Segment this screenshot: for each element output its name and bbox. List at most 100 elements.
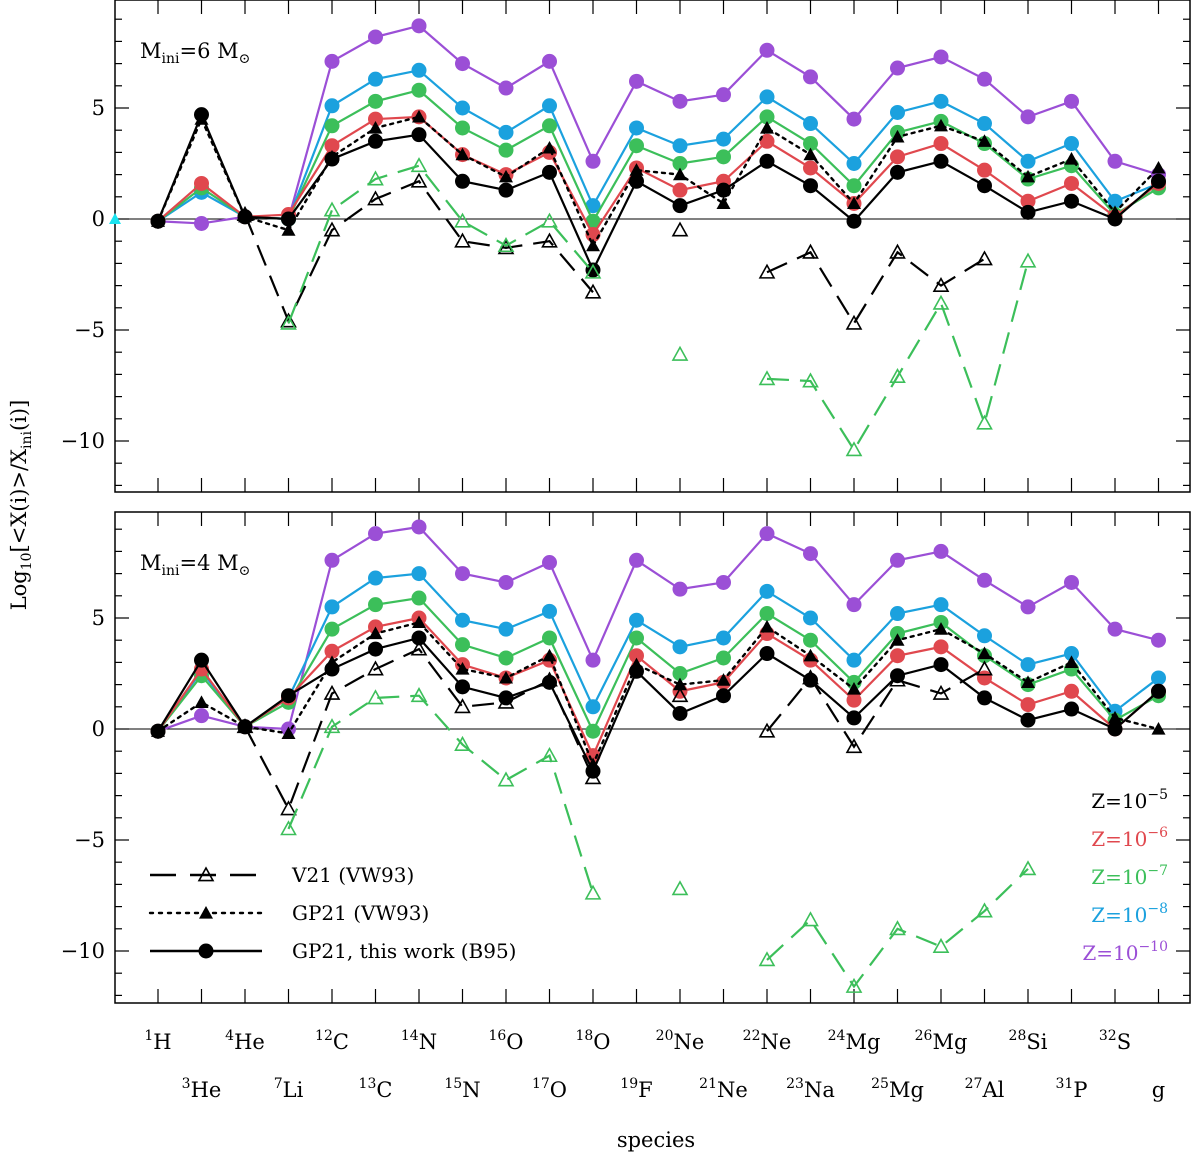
data-point: [759, 89, 775, 105]
data-point: [890, 633, 905, 646]
data-point: [280, 820, 297, 836]
data-point: [542, 98, 557, 114]
data-point: [541, 232, 558, 248]
data-point: [760, 120, 774, 134]
species-label: 1H: [144, 1028, 171, 1054]
data-point: [889, 367, 906, 384]
data-point: [498, 142, 514, 158]
panel-frame: [114, 0, 1191, 493]
y-tick-label: −5: [74, 318, 105, 342]
data-point: [629, 657, 644, 671]
data-point: [410, 687, 428, 703]
data-point: [934, 622, 948, 635]
data-point: [977, 628, 992, 644]
data-point: [323, 684, 341, 700]
series-gp21-vw93-z-1e-5: [151, 615, 1166, 771]
series-line: [766, 668, 986, 749]
data-point: [497, 693, 515, 709]
data-point: [499, 670, 513, 684]
data-point: [1021, 169, 1035, 183]
legend-label: GP21 (VW93): [292, 901, 429, 925]
data-point: [455, 173, 470, 189]
data-point: [151, 724, 165, 737]
species-label: 22Ne: [743, 1028, 792, 1054]
data-point: [412, 615, 426, 629]
legend-label: GP21, this work (B95): [292, 939, 516, 963]
panel-top: −10 −5 0 5 Mini=6 M⊙: [61, 0, 1191, 493]
data-point: [803, 648, 818, 662]
data-point: [672, 639, 688, 655]
data-point: [890, 606, 905, 622]
data-point: [584, 884, 602, 900]
species-label: 31P: [1056, 1076, 1088, 1102]
legend-styles: V21 (VW93) GP21 (VW93) GP21, this work (B9…: [148, 863, 516, 963]
svg-text:Log10[<X(i)>/Xini(i)]: Log10[<X(i)>/Xini(i)]: [7, 400, 35, 611]
series-line: [156, 621, 1160, 768]
data-point: [1107, 721, 1123, 737]
data-point: [367, 190, 384, 206]
data-point: [671, 221, 689, 237]
data-point: [759, 583, 775, 599]
data-point: [803, 546, 818, 562]
data-point: [716, 149, 731, 165]
species-label: 15N: [444, 1076, 480, 1102]
data-point: [411, 62, 427, 78]
data-point: [1151, 722, 1166, 735]
data-point: [934, 118, 948, 132]
species-label: 7Li: [274, 1076, 304, 1102]
data-point: [932, 294, 950, 310]
metallicity-legend-entry: Z=10−10: [1082, 939, 1168, 965]
legend-marker: [197, 866, 215, 882]
data-point: [586, 757, 600, 771]
series-gp21-b95-z-1e-5: [150, 630, 1166, 779]
data-point: [933, 657, 949, 673]
data-point: [324, 138, 340, 154]
data-point: [716, 688, 731, 704]
data-point: [933, 153, 949, 169]
data-point: [847, 196, 861, 210]
data-point: [542, 164, 557, 180]
series-line: [766, 868, 1029, 989]
data-point: [759, 646, 775, 662]
species-label: 17O: [532, 1076, 567, 1102]
data-point: [367, 170, 384, 186]
panel-frame: [114, 511, 1191, 1004]
data-point: [889, 671, 906, 687]
data-point: [629, 630, 644, 646]
data-point: [368, 133, 383, 149]
y-tick-label: 0: [92, 717, 105, 741]
data-point: [759, 109, 775, 125]
data-point: [933, 49, 949, 65]
data-point: [802, 372, 819, 388]
data-point: [542, 648, 557, 662]
data-point: [672, 666, 688, 681]
data-point: [760, 619, 774, 633]
data-point: [890, 104, 905, 120]
data-point: [541, 671, 558, 687]
data-point: [932, 937, 950, 953]
data-point: [368, 626, 383, 640]
data-point: [236, 718, 254, 734]
data-point: [194, 652, 209, 668]
data-point: [368, 111, 383, 127]
data-point: [759, 526, 775, 542]
x-axis-title: species: [617, 1128, 695, 1152]
data-point: [1064, 574, 1079, 590]
data-point: [194, 215, 209, 231]
series-line: [287, 164, 594, 324]
data-point: [542, 603, 557, 619]
data-point: [629, 73, 644, 89]
data-point: [803, 610, 818, 626]
data-point: [803, 136, 818, 152]
data-point: [584, 283, 602, 299]
data-point: [498, 124, 514, 140]
data-point: [1107, 153, 1123, 169]
data-point: [280, 800, 297, 816]
data-point: [846, 178, 862, 194]
data-point: [977, 646, 992, 660]
data-point: [368, 526, 383, 542]
data-point: [803, 178, 818, 194]
series-line: [766, 250, 986, 326]
data-point: [890, 164, 905, 180]
data-point: [455, 679, 470, 695]
